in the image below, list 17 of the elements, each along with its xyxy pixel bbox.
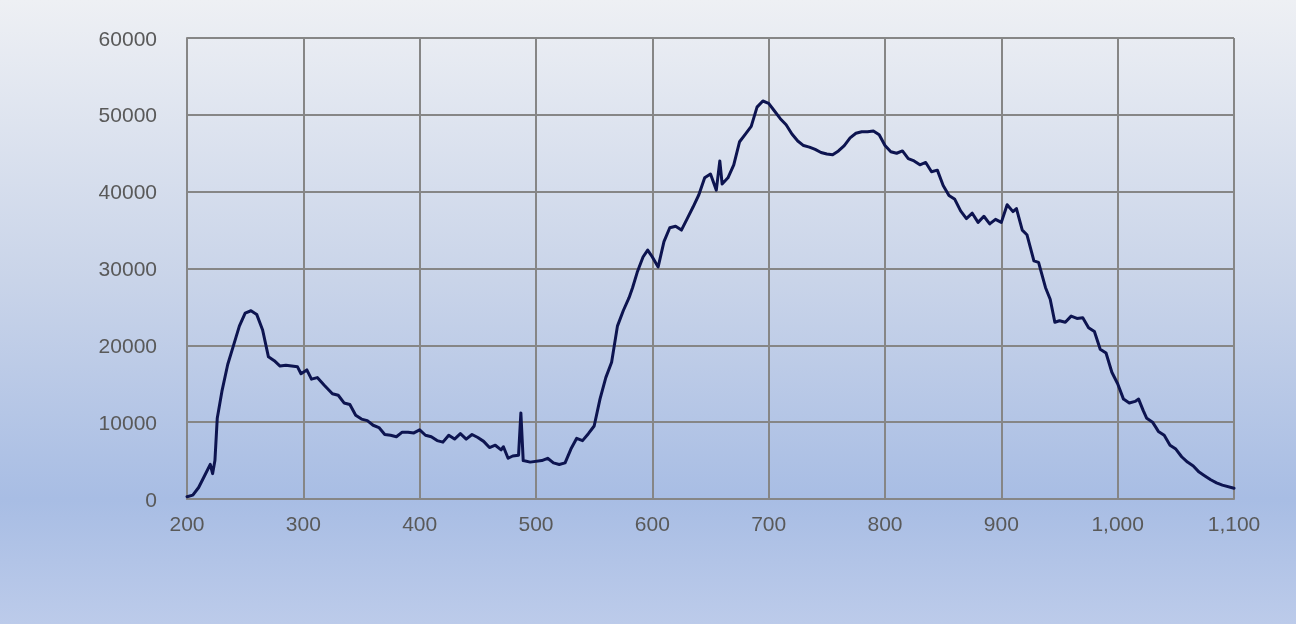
y-tick-label: 0 xyxy=(145,487,157,511)
y-tick-label: 30000 xyxy=(98,257,157,280)
x-tick-label: 1,100 xyxy=(1207,512,1261,535)
x-tick-label: 500 xyxy=(518,512,554,535)
x-tick-label: 300 xyxy=(285,512,321,535)
x-tick-label: 700 xyxy=(751,512,787,535)
y-tick-label: 50000 xyxy=(98,103,157,127)
y-tick-label: 60000 xyxy=(98,26,157,50)
y-tick-label: 40000 xyxy=(98,180,157,204)
x-tick-label: 900 xyxy=(983,512,1019,535)
x-tick-label: 600 xyxy=(634,512,670,535)
x-tick-label: 400 xyxy=(402,512,438,535)
x-tick-label: 1,000 xyxy=(1091,512,1144,535)
x-tick-label: 200 xyxy=(169,512,205,535)
x-tick-label: 800 xyxy=(867,512,903,535)
y-tick-label: 10000 xyxy=(98,410,157,434)
y-tick-label: 20000 xyxy=(98,333,157,357)
